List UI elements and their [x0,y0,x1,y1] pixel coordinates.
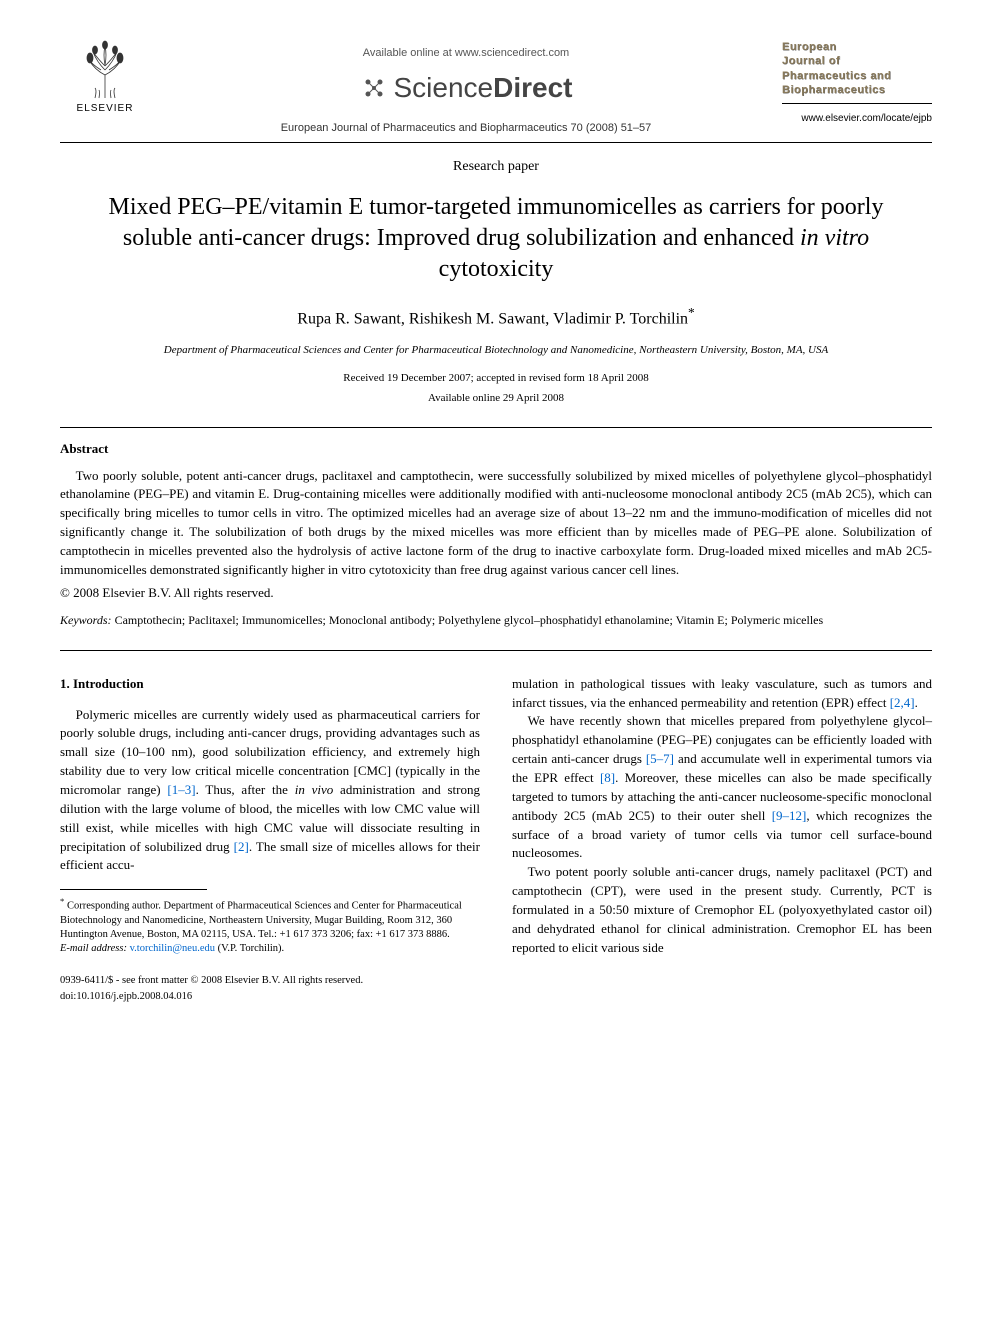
abstract-body: Two poorly soluble, potent anti-cancer d… [60,467,932,580]
footnote-rule [60,889,207,890]
paragraph: We have recently shown that micelles pre… [512,712,932,863]
sciencedirect-text: ScienceDirect [394,68,573,109]
email-footnote: E-mail address: v.torchilin@neu.edu (V.P… [60,942,480,956]
received-date: Received 19 December 2007; accepted in r… [60,371,932,387]
footer-left: 0939-6411/$ - see front matter © 2008 El… [60,973,363,1003]
publisher-label: ELSEVIER [77,102,134,117]
footer: 0939-6411/$ - see front matter © 2008 El… [60,973,932,1003]
copyright: © 2008 Elsevier B.V. All rights reserved… [60,584,932,603]
paragraph: Polymeric micelles are currently widely … [60,706,480,876]
keywords: Keywords: Camptothecin; Paclitaxel; Immu… [60,612,932,629]
column-right: mulation in pathological tissues with le… [512,675,932,958]
corresponding-footnote: * Corresponding author. Department of Ph… [60,896,480,942]
badge-line: Pharmaceutics and [782,69,932,83]
sciencedirect-logo: ScienceDirect [360,68,573,109]
badge-line: Journal of [782,54,932,68]
available-date: Available online 29 April 2008 [60,391,932,407]
citation-link[interactable]: [8] [600,770,615,785]
citation-link[interactable]: [2] [234,839,249,854]
journal-badge: European Journal of Pharmaceutics and Bi… [782,40,932,127]
abstract-bottom-rule [60,650,932,651]
authors: Rupa R. Sawant, Rishikesh M. Sawant, Vla… [60,303,932,331]
sciencedirect-icon [360,74,388,102]
paper-type: Research paper [60,157,932,177]
citation-link[interactable]: [2,4] [890,695,915,710]
header-center: Available online at www.sciencedirect.co… [150,40,782,136]
abstract-top-rule [60,427,932,428]
column-left: 1. Introduction Polymeric micelles are c… [60,675,480,958]
front-matter: 0939-6411/$ - see front matter © 2008 El… [60,973,363,988]
affiliation: Department of Pharmaceutical Sciences an… [60,343,932,359]
email-link[interactable]: v.torchilin@neu.edu [130,943,215,954]
header-rule [60,142,932,143]
journal-citation: European Journal of Pharmaceutics and Bi… [150,121,782,137]
citation-link[interactable]: [9–12] [772,808,807,823]
badge-line: Biopharmaceutics [782,83,932,97]
paper-title: Mixed PEG–PE/vitamin E tumor-targeted im… [90,192,902,286]
citation-link[interactable]: [5–7] [646,751,674,766]
body-columns: 1. Introduction Polymeric micelles are c… [60,675,932,958]
badge-line: European [782,40,932,54]
doi: doi:10.1016/j.ejpb.2008.04.016 [60,989,363,1004]
elsevier-tree-icon [75,40,135,100]
journal-url[interactable]: www.elsevier.com/locate/ejpb [782,112,932,127]
abstract-heading: Abstract [60,440,932,459]
publisher-logo-block: ELSEVIER [60,40,150,117]
paragraph: Two potent poorly soluble anti-cancer dr… [512,863,932,957]
header: ELSEVIER Available online at www.science… [60,40,932,136]
citation-link[interactable]: [1–3] [167,782,195,797]
section-heading: 1. Introduction [60,675,480,694]
paragraph: mulation in pathological tissues with le… [512,675,932,713]
available-online-text: Available online at www.sciencedirect.co… [150,46,782,62]
